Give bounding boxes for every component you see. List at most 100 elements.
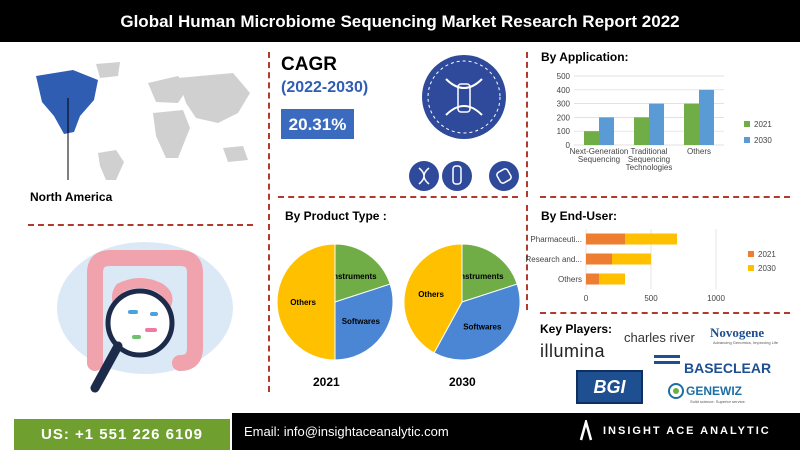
divider-enduser bbox=[540, 312, 790, 314]
charles-river-logo: charles river bbox=[624, 330, 695, 345]
bar-2021 bbox=[586, 233, 625, 245]
region-label: North America bbox=[30, 190, 113, 204]
pie-label: Softwares bbox=[342, 317, 381, 326]
dna-icon bbox=[393, 160, 394, 161]
world-map bbox=[36, 62, 250, 180]
pie-slice-softwares bbox=[433, 283, 521, 361]
x-tick-label: Sequencing bbox=[578, 155, 620, 164]
x-tick-label: Sequencing bbox=[628, 155, 670, 164]
x-tick-label: Traditional bbox=[630, 147, 667, 156]
bar-2021 bbox=[586, 273, 599, 285]
cagr-value: 20.31% bbox=[281, 109, 354, 139]
legend-label: 2021 bbox=[754, 120, 772, 129]
bar-2021 bbox=[586, 253, 612, 265]
legend-swatch-2030 bbox=[744, 137, 750, 143]
legend-label: 2030 bbox=[758, 264, 776, 273]
footer-brand: INSIGHT ACE ANALYTIC bbox=[603, 425, 771, 437]
pie-label: Others bbox=[290, 298, 316, 307]
end-user-chart: 0 500 1000 Pharmaceuti... Research and... Oth… bbox=[526, 229, 776, 303]
pie-slice-others bbox=[403, 243, 463, 354]
pie-label: Instruments bbox=[458, 272, 504, 281]
genewiz-icon bbox=[668, 383, 684, 399]
novogene-logo: Novogene bbox=[710, 325, 765, 340]
genewiz-tagline: Solid science. Superior service. bbox=[690, 399, 746, 404]
bar-2030 bbox=[599, 273, 625, 285]
footer-bar bbox=[232, 413, 800, 450]
x-tick-label: 1000 bbox=[707, 294, 725, 303]
divider-right-bottom bbox=[526, 205, 528, 310]
y-tick-label: 500 bbox=[557, 72, 571, 81]
divider-left bbox=[268, 52, 270, 392]
x-tick-label: 500 bbox=[644, 294, 658, 303]
y-tick-label: 0 bbox=[566, 141, 571, 150]
product-type-title: By Product Type : bbox=[285, 209, 387, 223]
y-tick-label: 400 bbox=[557, 86, 571, 95]
legend-label: 2021 bbox=[758, 250, 776, 259]
baseclear-logo: BASECLEAR bbox=[684, 360, 772, 376]
pie-slice-softwares bbox=[334, 283, 394, 361]
map-asia bbox=[178, 73, 250, 123]
y-tick-label: Others bbox=[558, 275, 582, 284]
legend-swatch-2030 bbox=[748, 265, 754, 271]
baseclear-mark bbox=[654, 361, 680, 364]
y-tick-label: Research and... bbox=[526, 255, 582, 264]
bar-2030 bbox=[699, 89, 714, 145]
map-europe bbox=[148, 76, 188, 103]
divider-application bbox=[540, 196, 790, 198]
application-chart: 0 100 200 300 400 500 Next-GenerationSequencin… bbox=[557, 72, 773, 172]
map-south-america bbox=[98, 150, 124, 180]
map-australia bbox=[223, 146, 248, 162]
title-bar bbox=[0, 0, 800, 42]
pie-chart-2021: Instruments Softwares Others bbox=[276, 243, 394, 361]
pie-label: Softwares bbox=[463, 323, 502, 332]
brand-logo-icon bbox=[579, 420, 593, 441]
bar-2030 bbox=[649, 103, 664, 145]
baseclear-mark bbox=[654, 355, 680, 358]
novogene-tagline: Advancing Genomics, Improving Life bbox=[713, 340, 779, 345]
map-north-america bbox=[36, 70, 98, 134]
bacteria-icon bbox=[488, 160, 489, 161]
bgi-logo: BGI bbox=[576, 370, 643, 404]
bar-2030 bbox=[612, 253, 651, 265]
bar-2021 bbox=[684, 103, 699, 145]
x-tick-label: 0 bbox=[584, 294, 589, 303]
test-tube-icon bbox=[440, 160, 441, 161]
bar-2021 bbox=[584, 131, 599, 145]
legend-swatch-2021 bbox=[748, 251, 754, 257]
cagr-title: CAGR bbox=[281, 54, 337, 75]
map-africa bbox=[153, 110, 190, 158]
science-illustration bbox=[409, 55, 519, 191]
y-tick-label: 300 bbox=[557, 100, 571, 109]
pie-label: Others bbox=[418, 290, 444, 299]
pie-slice-instruments bbox=[461, 243, 518, 303]
x-tick-label: Others bbox=[687, 147, 711, 156]
divider-right-top bbox=[526, 52, 528, 197]
footer-phone: US: +1 551 226 6109 bbox=[14, 419, 230, 450]
cagr-period: (2022-2030) bbox=[281, 79, 369, 96]
x-tick-label: Next-Generation bbox=[570, 147, 629, 156]
bar-2030 bbox=[625, 233, 677, 245]
bar-2021 bbox=[634, 117, 649, 145]
genewiz-logo: GENEWIZ bbox=[686, 384, 742, 398]
legend-label: 2030 bbox=[754, 136, 772, 145]
end-user-title: By End-User: bbox=[541, 209, 618, 223]
report-title: Global Human Microbiome Sequencing Marke… bbox=[120, 12, 680, 31]
divider-region bbox=[28, 224, 253, 226]
pie-label: Instruments bbox=[331, 272, 377, 281]
y-tick-label: 200 bbox=[557, 113, 571, 122]
x-tick-label: Technologies bbox=[626, 163, 673, 172]
footer-email: Email: info@insightaceanalytic.com bbox=[244, 424, 449, 439]
divider-cagr bbox=[278, 196, 518, 198]
map-greenland bbox=[96, 62, 120, 78]
pie-2021-label: 2021 bbox=[313, 375, 340, 389]
y-tick-label: 100 bbox=[557, 127, 571, 136]
key-players-title: Key Players: bbox=[540, 322, 613, 336]
illumina-logo: illumina bbox=[540, 341, 606, 361]
pie-slice-others bbox=[276, 243, 336, 361]
legend-swatch-2021 bbox=[744, 121, 750, 127]
pie-2030-label: 2030 bbox=[449, 375, 476, 389]
pie-chart-2030: Instruments Softwares Others bbox=[403, 243, 521, 361]
application-title: By Application: bbox=[541, 50, 629, 64]
intestine-illustration bbox=[57, 242, 233, 393]
pie-slice-instruments bbox=[334, 243, 391, 303]
